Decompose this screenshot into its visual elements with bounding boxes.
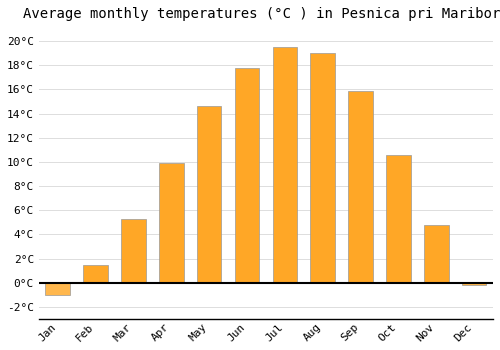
Bar <box>159 163 184 283</box>
Bar <box>272 47 297 283</box>
Bar <box>121 219 146 283</box>
Bar <box>234 68 260 283</box>
Bar <box>310 53 335 283</box>
Bar <box>462 283 486 285</box>
Bar <box>46 283 70 295</box>
Bar <box>84 265 108 283</box>
Bar <box>197 106 222 283</box>
Title: Average monthly temperatures (°C ) in Pesnica pri Mariboru: Average monthly temperatures (°C ) in Pe… <box>23 7 500 21</box>
Bar <box>386 155 410 283</box>
Bar <box>348 91 373 283</box>
Bar <box>424 225 448 283</box>
